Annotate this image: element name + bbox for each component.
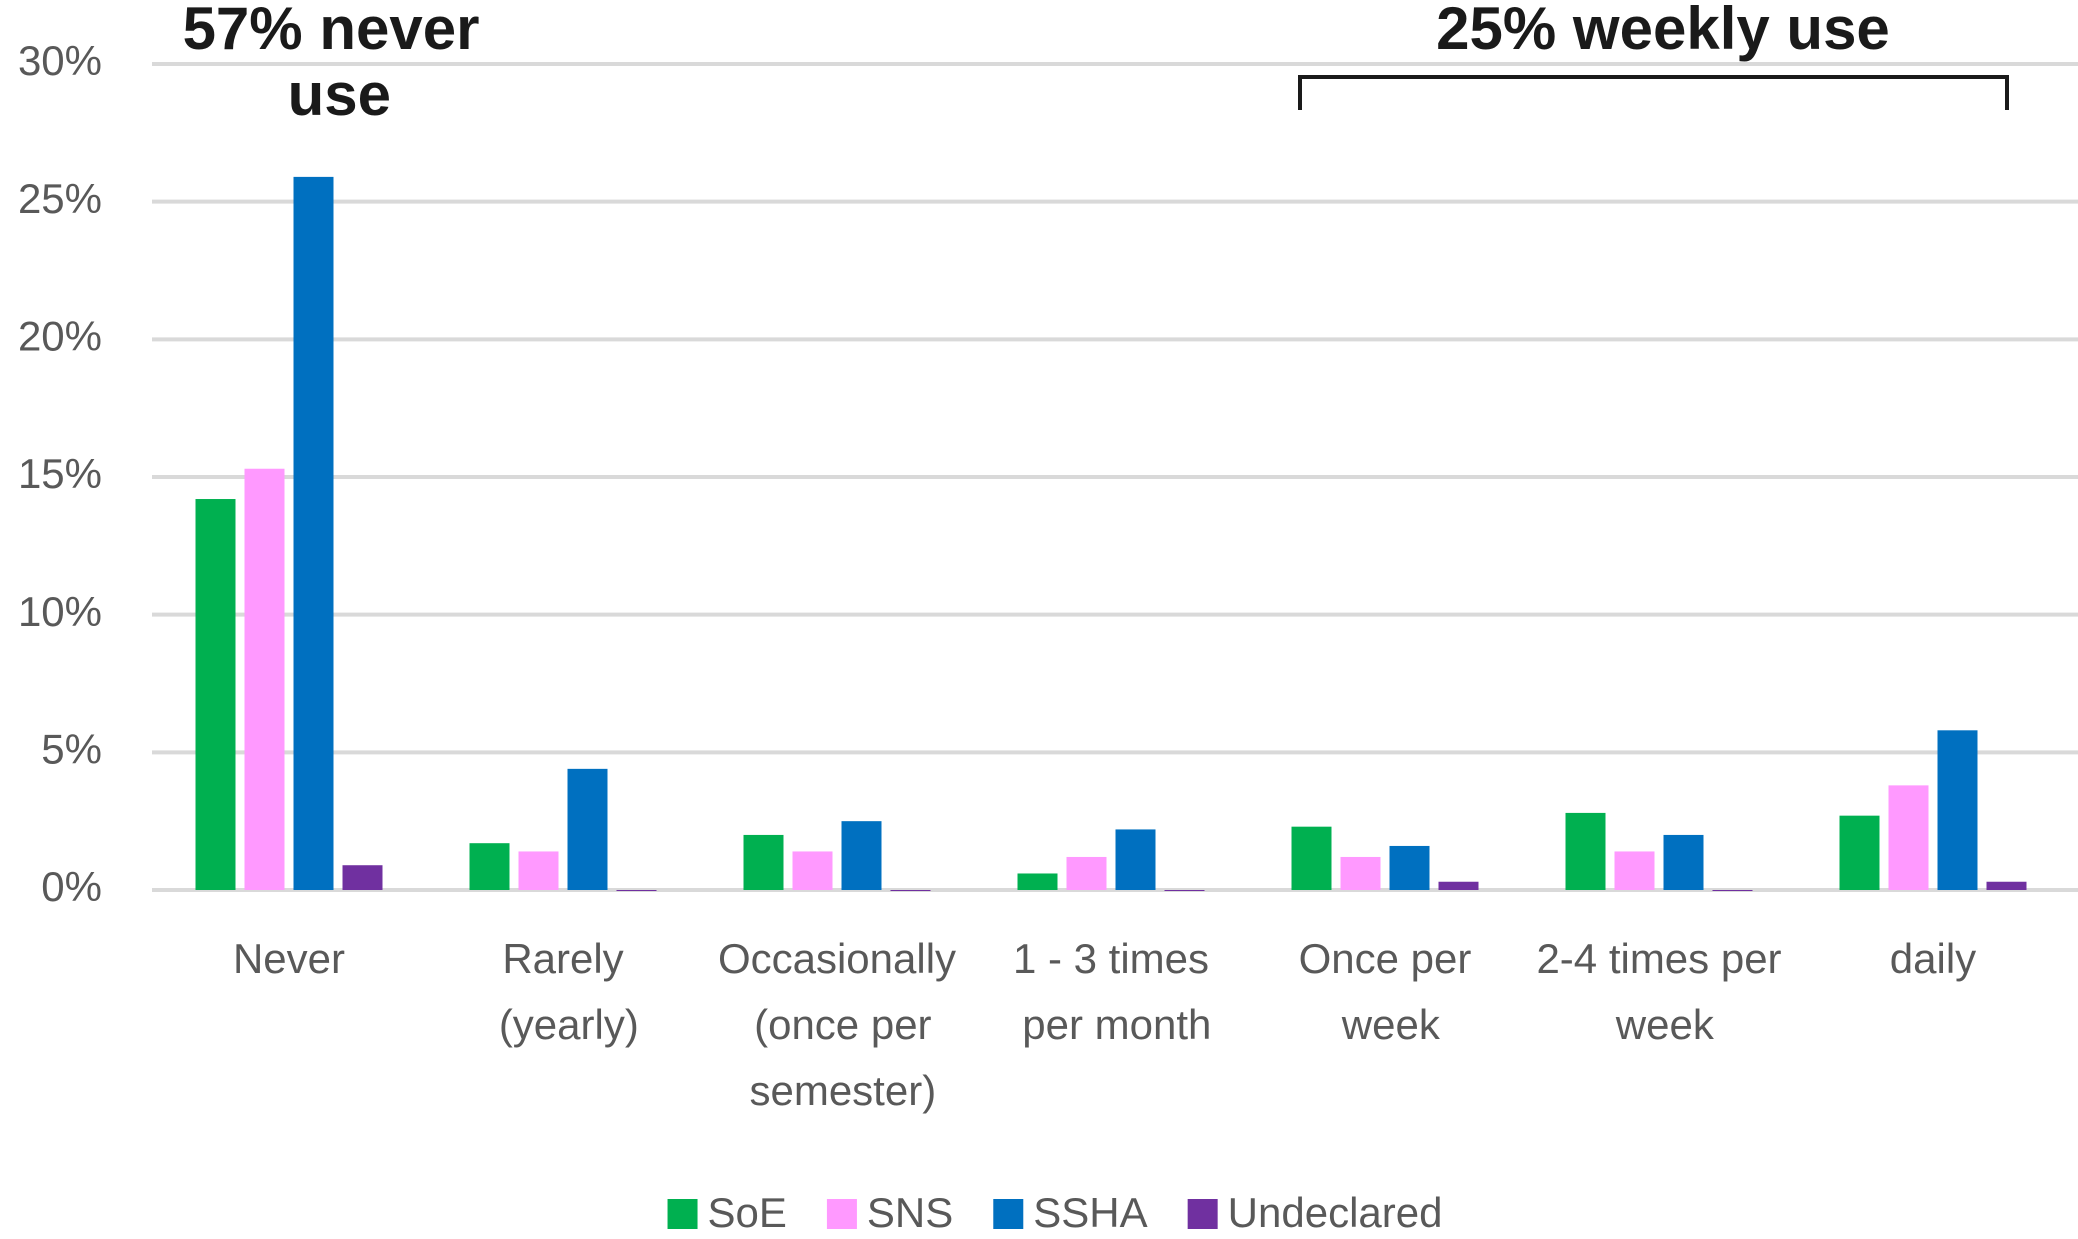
bar — [195, 499, 236, 890]
y-tick-label: 20% — [18, 312, 102, 359]
bar — [567, 768, 608, 890]
bar — [1017, 873, 1058, 890]
legend-label: Undeclared — [1228, 1189, 1443, 1236]
legend-label: SoE — [708, 1189, 787, 1236]
bar — [293, 176, 334, 891]
bar — [1340, 856, 1381, 890]
x-tick-label: 2-4 times per week — [1536, 935, 1781, 1048]
bar — [1438, 881, 1479, 890]
bar — [1888, 785, 1929, 890]
bar — [743, 834, 784, 890]
legend-swatch — [667, 1199, 698, 1229]
bar — [1839, 815, 1880, 890]
bar — [792, 851, 833, 890]
bar — [616, 890, 657, 891]
x-tick-label: Rarely (yearly) — [487, 935, 639, 1048]
bar — [1291, 826, 1332, 890]
bar — [469, 843, 510, 890]
legend-swatch — [993, 1199, 1024, 1229]
legend-label: SSHA — [1033, 1189, 1147, 1236]
annotation: 57% never use — [183, 0, 480, 128]
bar — [342, 865, 383, 890]
y-tick-label: 25% — [18, 175, 102, 222]
bar — [1663, 834, 1704, 890]
bar — [244, 468, 285, 890]
y-tick-label: 10% — [18, 588, 102, 635]
bar — [1565, 812, 1606, 890]
x-tick-label: daily — [1890, 935, 1976, 982]
y-tick-label: 0% — [41, 863, 102, 910]
x-tick-label: Once per week — [1299, 935, 1472, 1048]
bar — [1614, 851, 1655, 890]
bar — [841, 821, 882, 890]
annotation: 25% weekly use — [1436, 0, 1890, 62]
x-tick-label: Occasionally (once per semester) — [718, 935, 956, 1114]
y-tick-label: 5% — [41, 725, 102, 772]
bar — [518, 851, 559, 890]
x-tick-label: Never — [233, 935, 345, 982]
bracket — [1298, 75, 2009, 110]
bar — [1712, 890, 1753, 891]
bar — [1389, 845, 1430, 890]
y-tick-label: 30% — [18, 37, 102, 84]
legend-swatch — [826, 1199, 857, 1229]
legend-label: SNS — [867, 1189, 953, 1236]
bar — [1986, 881, 2027, 890]
y-tick-label: 15% — [18, 450, 102, 497]
x-tick-label: 1 - 3 times per month — [1011, 935, 1212, 1048]
bar — [1066, 856, 1107, 890]
bar — [1937, 730, 1978, 890]
bar — [1115, 829, 1156, 890]
legend-swatch — [1187, 1199, 1218, 1229]
bar — [890, 890, 931, 891]
bar — [1164, 890, 1205, 891]
